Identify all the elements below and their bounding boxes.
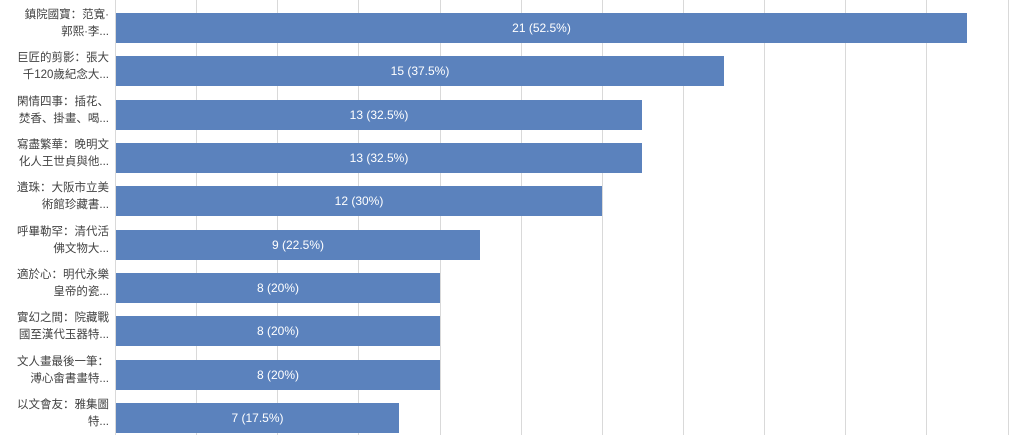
bar: 8 (20%)	[116, 273, 440, 304]
bar: 13 (32.5%)	[116, 99, 642, 130]
category-label-line1: 遺珠：大阪市立美	[17, 182, 109, 195]
gridline	[439, 0, 441, 435]
gridline	[115, 0, 116, 435]
category-label: 遺珠：大阪市立美術館珍藏書...	[0, 180, 109, 214]
bar-value-label: 7 (17.5%)	[231, 411, 284, 426]
bar: 15 (37.5%)	[116, 56, 724, 87]
bar-value-label: 13 (32.5%)	[349, 107, 409, 122]
category-label: 適於心：明代永樂皇帝的瓷...	[0, 267, 109, 301]
category-label-line1: 適於心：明代永樂	[17, 269, 109, 282]
gridline	[845, 0, 847, 435]
gridline	[196, 0, 198, 435]
category-label-line2: 皇帝的瓷...	[53, 286, 109, 299]
bar: 12 (30%)	[116, 186, 602, 217]
bar-value-label: 8 (20%)	[256, 281, 300, 296]
category-label-line1: 閑情四事：插花、	[17, 95, 109, 108]
gridline	[520, 0, 522, 435]
gridline	[926, 0, 928, 435]
gridline	[1007, 0, 1009, 435]
bar: 8 (20%)	[116, 316, 440, 347]
category-label: 呼畢勒罕：清代活佛文物大...	[0, 224, 109, 258]
bar-value-label: 15 (37.5%)	[390, 64, 450, 79]
bar: 9 (22.5%)	[116, 229, 480, 260]
category-label-line2: 千120歲紀念大...	[22, 69, 109, 82]
category-label-line1: 文人畫最後一筆：	[17, 355, 109, 368]
category-label-line1: 巨匠的剪影：張大	[17, 52, 109, 65]
gridline	[601, 0, 603, 435]
bar-value-label: 9 (22.5%)	[271, 237, 325, 252]
category-label-line2: 特...	[87, 416, 109, 429]
category-label: 實幻之間：院藏戰 國至漢代玉器特...	[0, 310, 109, 344]
gridline	[358, 0, 360, 435]
category-label: 文人畫最後一筆： 溥心畬書畫特...	[0, 354, 109, 388]
gridline	[277, 0, 279, 435]
category-label-line2: 郭熙·李...	[61, 26, 109, 38]
category-label: 鎮院國寶：范寬· 郭熙·李...	[0, 7, 109, 41]
bar-value-label: 21 (52.5%)	[512, 21, 571, 35]
category-label-line2: 溥心畬書畫特...	[30, 372, 109, 385]
category-label: 巨匠的剪影：張大 千120歲紀念大...	[0, 50, 109, 84]
bar-value-label: 12 (30%)	[334, 194, 384, 209]
category-label-line1: 呼畢勒罕：清代活	[17, 225, 109, 238]
category-label: 寫盡繁華：晚明文 化人王世貞與他...	[0, 137, 109, 171]
category-label-line2: 佛文物大...	[53, 242, 109, 255]
bar: 21 (52.5%)	[116, 13, 967, 43]
bar-value-label: 13 (32.5%)	[349, 151, 409, 166]
bar: 13 (32.5%)	[116, 143, 642, 174]
category-label-line1: 寫盡繁華：晚明文	[17, 139, 109, 152]
bar: 8 (20%)	[116, 359, 440, 390]
gridline	[764, 0, 766, 435]
category-label-line2: 國至漢代玉器特...	[18, 329, 109, 342]
category-label-line2: 化人王世貞與他...	[18, 156, 109, 169]
category-label-line1: 鎮院國寶：范寬·	[24, 9, 109, 21]
category-label-line1: 實幻之間：院藏戰	[17, 312, 109, 325]
gridline	[682, 0, 684, 435]
bar: 7 (17.5%)	[116, 403, 399, 434]
category-label: 以文會友：雅集圖特...	[0, 397, 109, 431]
category-label-line2: 術館珍藏書...	[41, 199, 109, 212]
bar-value-label: 8 (20%)	[256, 367, 300, 382]
bar-value-label: 8 (20%)	[256, 324, 300, 339]
category-label-line1: 以文會友：雅集圖	[17, 399, 109, 412]
category-label: 閑情四事：插花、 焚香、掛畫、喝...	[0, 94, 109, 128]
category-label-line2: 焚香、掛畫、喝...	[18, 112, 109, 125]
